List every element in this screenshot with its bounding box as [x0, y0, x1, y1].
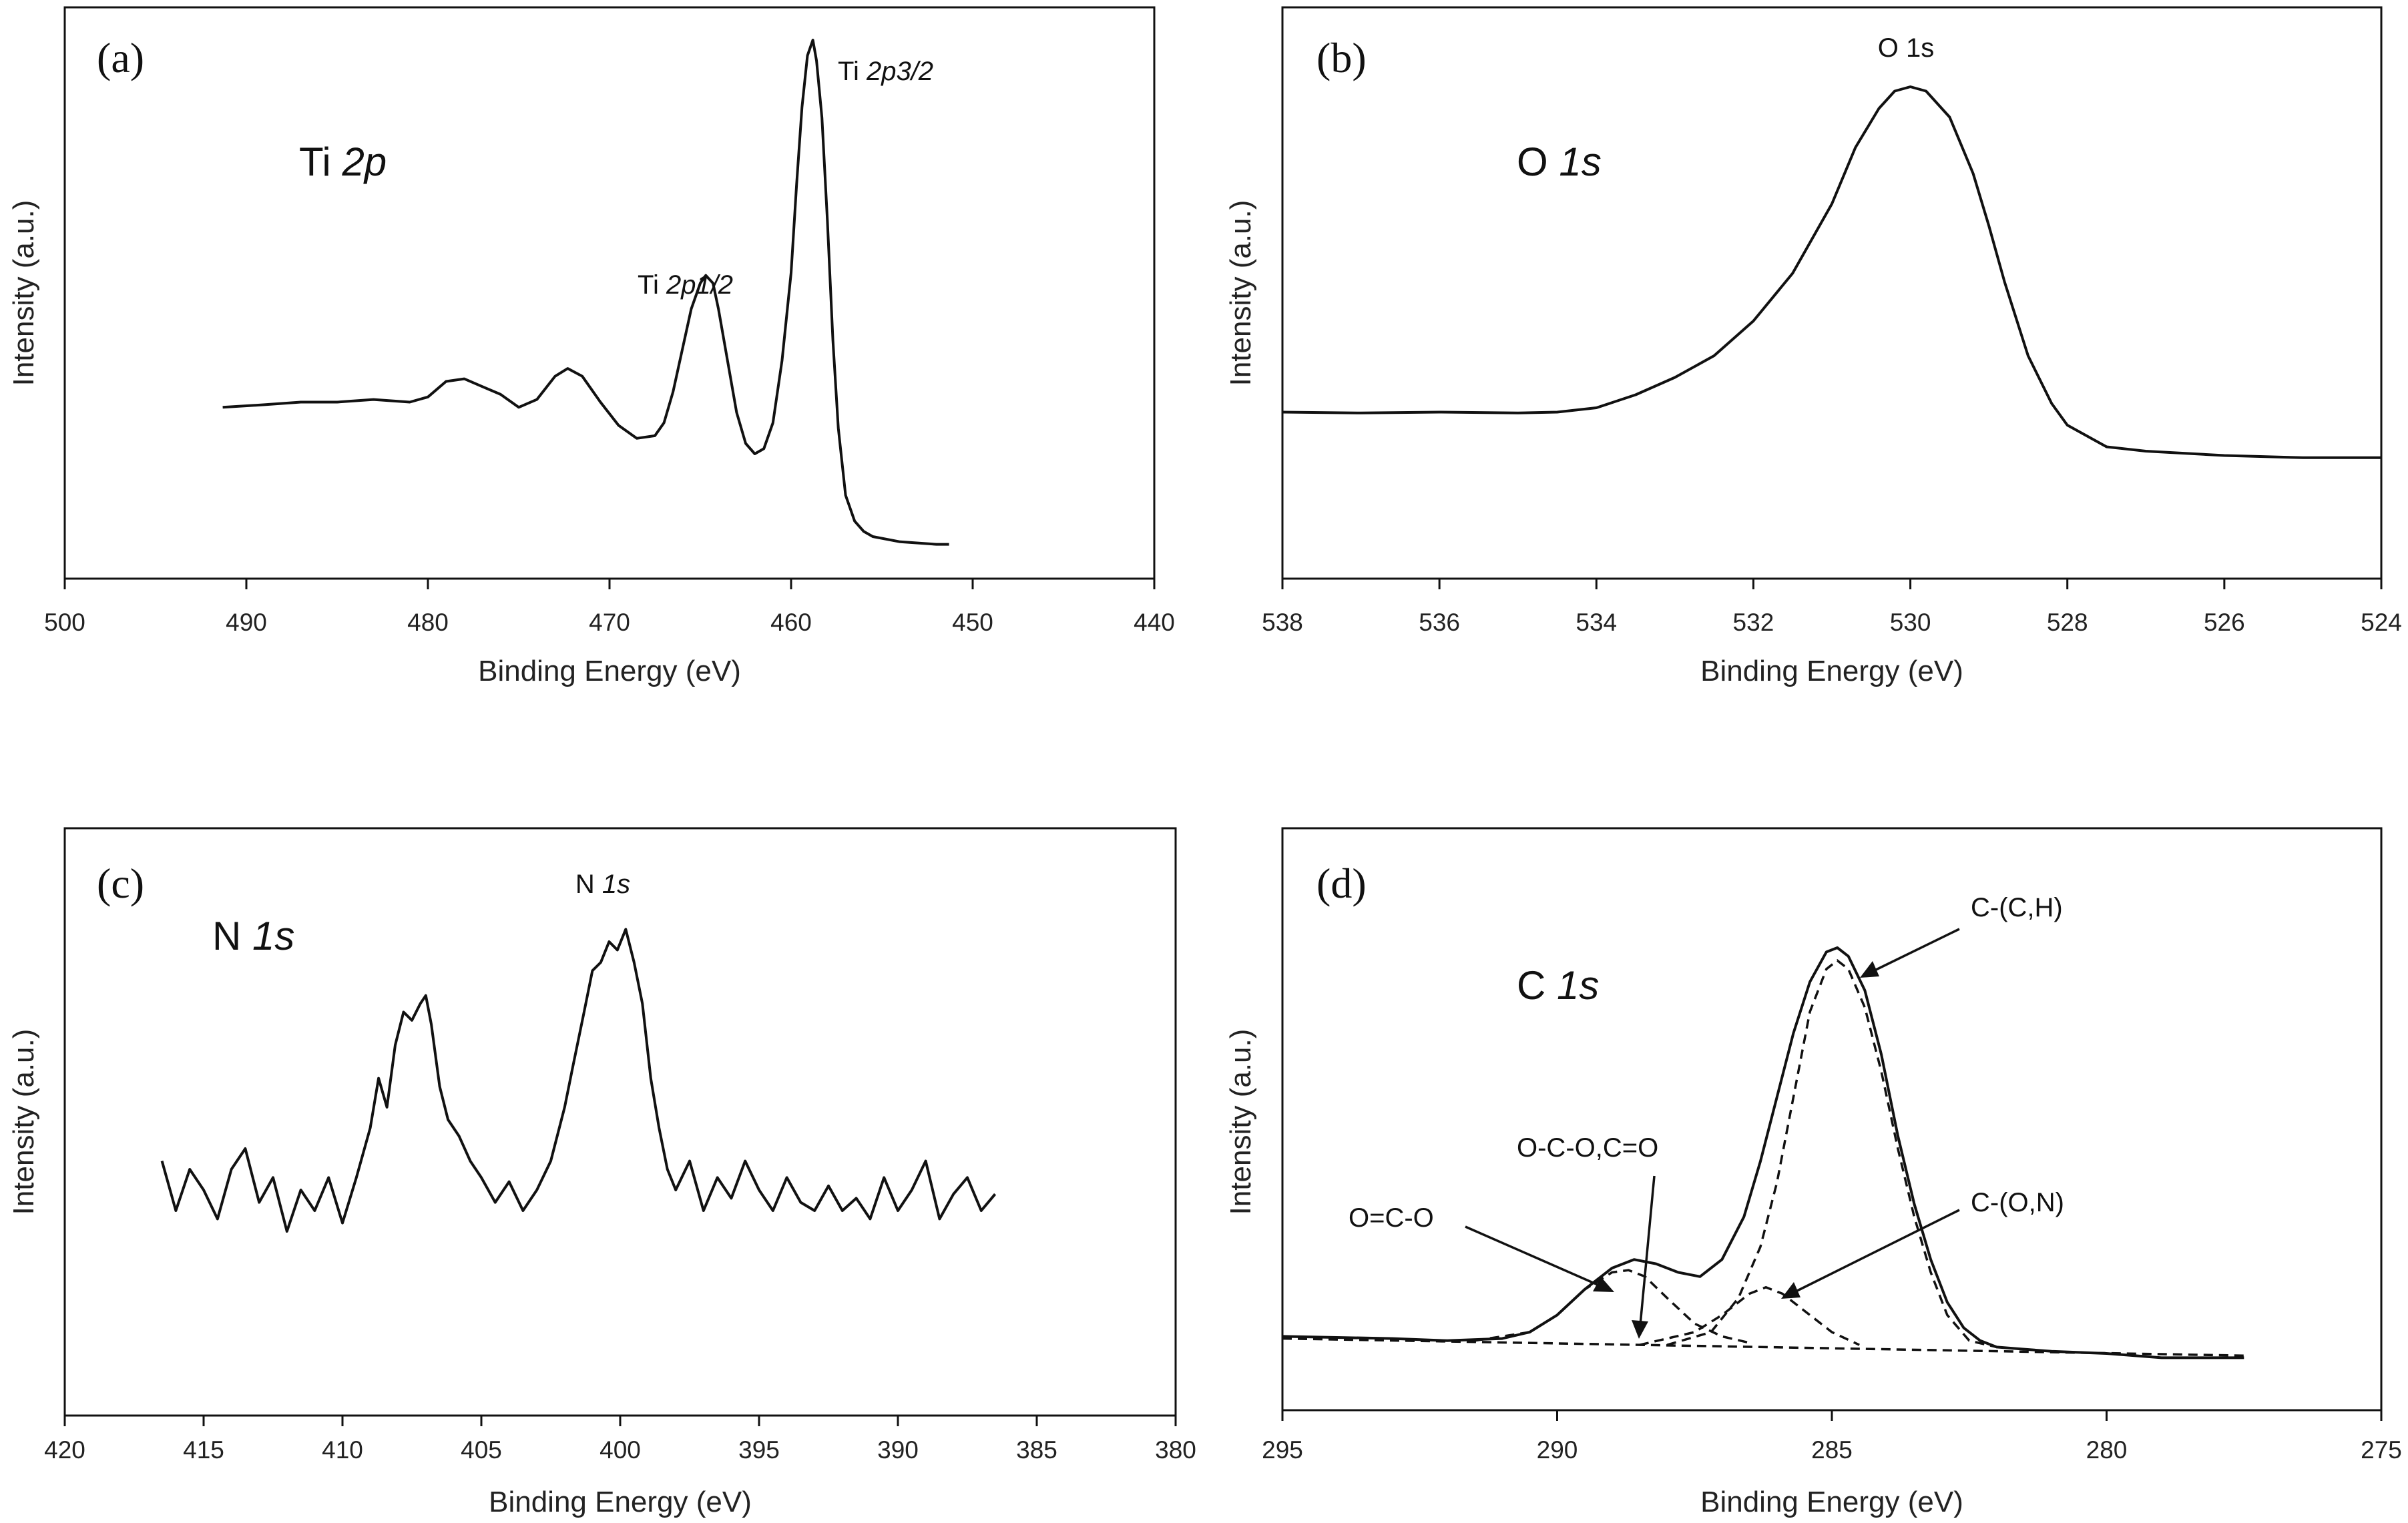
x-tick-label: 440	[1134, 609, 1175, 636]
x-tick-label: 415	[183, 1436, 224, 1464]
panel-label-c: (c)	[97, 860, 144, 907]
series-line-baseline	[1282, 1337, 2244, 1357]
series-line-n1s	[160, 928, 997, 1233]
x-tick-label: 400	[599, 1436, 641, 1464]
peak-label-ti2p32: Ti 2p3/2	[838, 57, 933, 86]
x-tick-label: 526	[2204, 609, 2245, 636]
x-tick-label: 500	[44, 609, 85, 636]
plot-frame-b	[1281, 6, 2383, 580]
x-tick-label: 395	[738, 1436, 780, 1464]
x-tick-label: 528	[2047, 609, 2088, 636]
series-line-oco	[1474, 1269, 1750, 1344]
x-tick-label: 290	[1537, 1436, 1578, 1464]
panel-label-a: (a)	[97, 34, 144, 81]
x-tick-label: 460	[770, 609, 812, 636]
series-line-o1s	[1282, 85, 2381, 459]
y-axis-title-b: Intensity (a.u.)	[1224, 200, 1257, 386]
species-plain-c: N	[212, 914, 252, 958]
x-tick-label: 420	[44, 1436, 85, 1464]
x-tick-label: 530	[1890, 609, 1931, 636]
x-tick-label: 285	[1811, 1436, 1853, 1464]
species-italic-a: 2p	[341, 139, 387, 184]
x-tick-label: 534	[1576, 609, 1617, 636]
peak-plain-ti2p12: Ti	[638, 270, 666, 300]
arrowhead-ococeqo	[1632, 1320, 1648, 1339]
panel-b: 538 536 534 532 530 528 526 524 (b) O 1s O 1s B…	[1224, 6, 2402, 687]
plot-frame-d	[1281, 827, 2383, 1412]
plot-frame-a	[63, 6, 1156, 580]
peak-label-o1s: O 1s	[1878, 33, 1934, 63]
arrowhead-con	[1781, 1282, 1800, 1299]
x-tick-label: 410	[322, 1436, 363, 1464]
peak-label-ti2p12: Ti 2p1/2	[638, 270, 733, 300]
x-tick-label: 450	[952, 609, 993, 636]
annotation-con: C-(O,N)	[1971, 1188, 2064, 1217]
x-tick-label: 405	[461, 1436, 502, 1464]
arrow-con	[1795, 1209, 1960, 1293]
x-tick-label: 295	[1262, 1436, 1303, 1464]
x-axis-title-b: Binding Energy (eV)	[1700, 655, 1963, 687]
peak-plain-ti2p32: Ti	[838, 57, 867, 86]
arrow-ococeqo	[1639, 1175, 1656, 1325]
panel-d: 295 290 285 280 275 (d) C 1s O=C-O O-C-O,C=O…	[1224, 827, 2402, 1518]
x-tick-label: 280	[2086, 1436, 2128, 1464]
x-tick-label: 532	[1733, 609, 1774, 636]
x-tick-label: 538	[1262, 609, 1303, 636]
species-italic-b: 1s	[1559, 139, 1601, 184]
species-plain-b: O	[1517, 139, 1559, 184]
x-tick-label: 275	[2361, 1436, 2402, 1464]
panel-label-b: (b)	[1316, 34, 1367, 81]
panel-c: 420 415 410 405 400 395 390 385 380 (c) N 1s N 1…	[7, 827, 1196, 1518]
x-axis-title-c: Binding Energy (eV)	[489, 1486, 752, 1518]
arrow-oco	[1465, 1225, 1603, 1288]
peak-italic-ti2p12: 2p1/2	[666, 270, 733, 300]
arrowhead-cch	[1860, 961, 1879, 978]
arrow-cch	[1874, 928, 1960, 972]
x-tick-label: 385	[1016, 1436, 1057, 1464]
species-label-n1s: N 1s	[212, 914, 294, 958]
arrowhead-oco	[1593, 1277, 1614, 1292]
species-label-ti2p: Ti 2p	[299, 139, 387, 184]
series-line-c1s	[1282, 946, 2244, 1359]
x-ticks-d: 295 290 285 280 275	[1262, 1410, 2402, 1464]
peak-label-n1s: N 1s	[575, 870, 630, 899]
series-line-ti2p	[222, 39, 949, 546]
x-tick-label: 536	[1419, 609, 1460, 636]
panel-a: 500 490 480 470 460 450 440 (a) Ti 2p Ti 2p1/2…	[7, 6, 1175, 687]
peak-plain-n1s: N	[575, 870, 602, 899]
peak-italic-ti2p32: 2p3/2	[866, 57, 933, 86]
annotation-ococeqo: O-C-O,C=O	[1517, 1133, 1658, 1163]
x-ticks-b: 538 536 534 532 530 528 526 524	[1262, 579, 2402, 636]
x-tick-label: 524	[2361, 609, 2402, 636]
x-tick-label: 480	[407, 609, 449, 636]
species-plain-d: C	[1517, 963, 1557, 1008]
species-plain-a: Ti	[299, 139, 342, 184]
x-ticks-c: 420 415 410 405 400 395 390 385 380	[44, 1416, 1196, 1464]
x-tick-label: 470	[589, 609, 630, 636]
species-label-c1s: C 1s	[1517, 963, 1599, 1008]
species-label-o1s: O 1s	[1517, 139, 1602, 184]
y-axis-title-d: Intensity (a.u.)	[1224, 1029, 1257, 1215]
x-tick-label: 380	[1155, 1436, 1196, 1464]
x-ticks-a: 500 490 480 470 460 450 440	[44, 579, 1175, 636]
x-tick-label: 390	[877, 1436, 919, 1464]
y-axis-title-c: Intensity (a.u.)	[7, 1029, 40, 1215]
peak-italic-n1s: 1s	[602, 870, 630, 899]
x-tick-label: 490	[226, 609, 267, 636]
series-line-con	[1639, 1285, 1860, 1346]
panel-label-d: (d)	[1316, 860, 1367, 907]
annotation-cch: C-(C,H)	[1971, 893, 2063, 922]
y-axis-title-a: Intensity (a.u.)	[7, 200, 40, 386]
species-italic-c: 1s	[252, 914, 294, 958]
x-axis-title-a: Binding Energy (eV)	[478, 655, 741, 687]
x-axis-title-d: Binding Energy (eV)	[1700, 1486, 1963, 1518]
series-line-cch	[1666, 958, 1997, 1349]
annotation-oco: O=C-O	[1349, 1203, 1434, 1233]
species-italic-d: 1s	[1557, 963, 1599, 1008]
